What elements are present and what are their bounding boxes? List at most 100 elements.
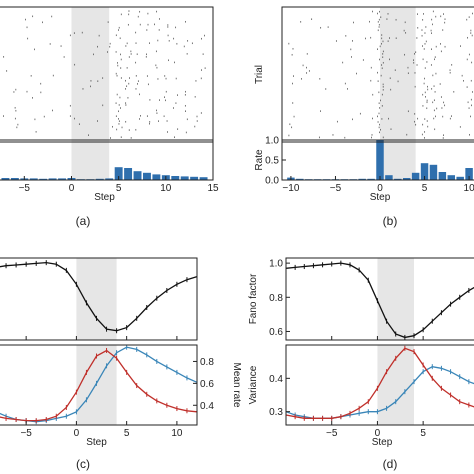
b-spike-mark <box>444 18 446 20</box>
b-spike-mark <box>292 82 293 85</box>
b-spike-mark <box>427 125 429 128</box>
a-spike-mark <box>88 134 89 136</box>
d-bottom-x-tick-label: 5 <box>420 428 426 439</box>
b-spike-mark <box>382 56 384 58</box>
b-spike-mark <box>426 120 428 122</box>
a-bar-shade <box>71 140 110 180</box>
a-spike-mark <box>125 88 127 90</box>
b-spike-mark <box>444 104 446 107</box>
b-spike-mark <box>422 45 423 47</box>
b-spike-mark <box>372 93 374 96</box>
a-spike-mark <box>16 126 18 129</box>
b-spike-mark <box>380 128 381 131</box>
b-spike-mark <box>397 80 399 83</box>
a-spike-mark <box>52 109 53 112</box>
b-spike-mark <box>427 85 428 88</box>
a-spike-mark <box>118 29 119 31</box>
d-top-series-line <box>285 262 474 339</box>
a-spike-mark <box>102 104 104 107</box>
b-spike-mark <box>291 126 293 129</box>
a-spike-mark <box>130 50 132 53</box>
b-spike-mark <box>442 29 444 31</box>
b-spike-mark <box>382 83 384 86</box>
a-spike-mark <box>136 53 138 56</box>
a-spike-mark <box>6 70 8 72</box>
b-spike-mark <box>422 105 424 107</box>
a-spike-mark <box>35 131 37 133</box>
a-spike-mark <box>52 74 54 77</box>
a-spike-mark <box>185 20 186 23</box>
a-spike-mark <box>102 77 104 79</box>
b-spike-mark <box>423 48 425 50</box>
d-top-y-tick-label: 0.6 <box>269 327 283 338</box>
b-spike-mark <box>292 102 294 104</box>
b-spike-mark <box>424 43 426 45</box>
b-spike-mark <box>379 107 381 109</box>
a-spike-mark <box>187 40 189 42</box>
b-spike-mark <box>424 118 426 120</box>
a-spike-mark <box>200 77 202 80</box>
panel-label-c: (c) <box>76 457 90 471</box>
b-spike-mark <box>377 29 379 32</box>
a-spike-mark <box>26 26 28 29</box>
a-rate-bar <box>133 171 142 180</box>
a-spike-mark <box>40 91 42 94</box>
c-right-y-tick-label: 0.8 <box>200 357 214 368</box>
a-spike-mark <box>125 45 127 47</box>
a-spike-mark <box>74 117 75 120</box>
b-spike-mark <box>378 18 380 21</box>
a-spike-mark <box>158 29 160 31</box>
b-rate-bar <box>438 172 447 180</box>
b-spike-mark <box>381 105 383 107</box>
b-spike-mark <box>467 101 469 104</box>
b-spike-mark <box>463 79 464 82</box>
a-spike-mark <box>31 97 33 99</box>
a-rate-bar <box>39 178 48 180</box>
a-spike-mark <box>173 37 175 40</box>
b-bar-shade <box>380 140 416 180</box>
b-spike-mark <box>380 16 382 19</box>
b-spike-mark <box>301 78 303 80</box>
a-raster-shade <box>71 7 110 142</box>
a-spike-mark <box>3 115 4 117</box>
b-spike-mark <box>433 117 435 120</box>
b-spike-mark <box>416 64 418 66</box>
a-spike-mark <box>118 110 119 113</box>
b-spike-mark <box>353 21 354 24</box>
b-spike-mark <box>377 121 379 123</box>
c-right-y-tick-label: 0.4 <box>200 401 214 412</box>
b-spike-mark <box>416 37 418 39</box>
b-spike-mark <box>318 136 320 139</box>
b-spike-mark <box>414 120 415 123</box>
panel-label-d: (d) <box>383 457 398 471</box>
b-spike-mark <box>470 115 471 118</box>
a-spike-mark <box>165 77 167 80</box>
b-spike-mark <box>426 101 428 104</box>
a-spike-mark <box>120 58 122 61</box>
a-spike-mark <box>118 120 120 122</box>
b-raster-frame <box>281 6 474 143</box>
b-rate-bar <box>465 168 473 180</box>
b-spike-mark <box>407 110 409 113</box>
b-spike-mark <box>424 91 426 94</box>
a-spike-mark <box>146 115 148 117</box>
a-spike-mark <box>117 62 118 64</box>
c-bottom-x-tick-label: −5 <box>20 428 32 439</box>
b-spike-mark <box>378 23 380 26</box>
a-spike-mark <box>120 53 121 56</box>
b-spike-mark <box>381 118 383 120</box>
b-spike-mark <box>417 27 419 29</box>
a-x-tick-label: 10 <box>160 183 172 194</box>
a-spike-mark <box>147 83 149 86</box>
a-rate-bar <box>199 177 208 180</box>
b-spike-mark <box>306 66 307 69</box>
a-spike-mark <box>112 125 113 128</box>
b-x-tick-label: 0 <box>377 183 383 194</box>
b-spike-mark <box>403 29 405 32</box>
b-spike-mark <box>302 64 304 67</box>
b-spike-mark <box>415 51 417 53</box>
b-spike-mark <box>335 40 337 42</box>
b-spike-mark <box>449 71 451 74</box>
a-spike-mark <box>27 37 29 40</box>
a-spike-mark <box>135 61 137 64</box>
